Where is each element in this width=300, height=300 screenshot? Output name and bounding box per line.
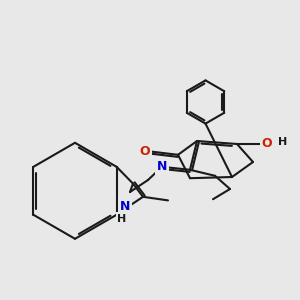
Text: O: O (139, 145, 150, 158)
Text: N: N (120, 200, 130, 213)
Text: H: H (117, 214, 127, 224)
Text: O: O (262, 137, 272, 150)
Text: H: H (278, 137, 288, 147)
Text: N: N (157, 160, 167, 173)
